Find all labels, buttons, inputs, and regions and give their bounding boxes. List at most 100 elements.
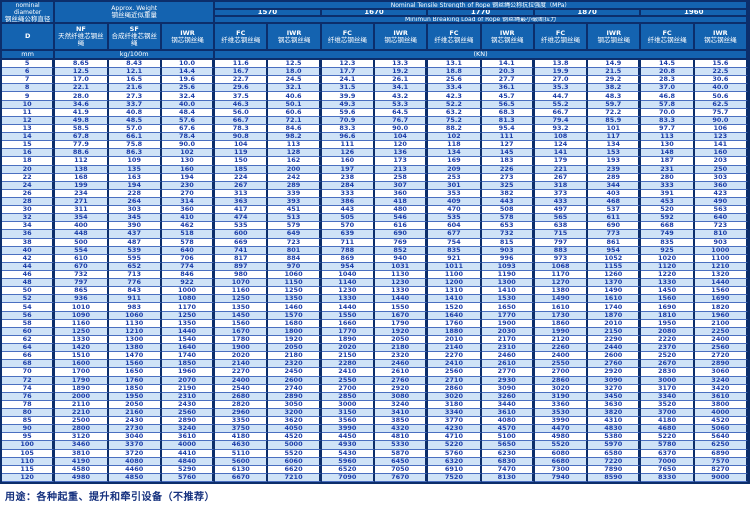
table-cell: 32.1	[268, 84, 322, 93]
table-cell: 70.0	[641, 108, 695, 117]
nf-zh: 天然纤维芯钢丝绳	[58, 32, 104, 47]
table-cell: 2770	[481, 368, 535, 377]
table-cell: 130	[641, 141, 695, 150]
diameter-cell: 100	[2, 441, 56, 450]
table-cell: 5870	[374, 449, 429, 458]
table-cell: 93.2	[534, 124, 589, 134]
table-cell: 2760	[588, 360, 642, 369]
table-cell: 354	[55, 214, 109, 223]
table-cell: 2020	[321, 344, 375, 353]
table-cell: 670	[55, 262, 109, 271]
table-cell: 1560	[694, 287, 748, 296]
table-cell: 3090	[588, 376, 642, 385]
table-cell: 754	[428, 238, 482, 247]
table-cell: 487	[108, 238, 162, 247]
table-cell: 4230	[428, 425, 482, 434]
table-cell: 852	[374, 246, 429, 255]
table-cell: 1000	[161, 287, 216, 296]
iwr-weight-code: IWR	[180, 28, 195, 37]
table-cell: 2730	[108, 425, 162, 434]
table-cell: 5380	[588, 433, 642, 442]
table-cell: 7670	[374, 473, 429, 482]
table-cell: 911	[108, 295, 162, 304]
table-cell: 570	[321, 222, 375, 231]
table-cell: 75.7	[694, 108, 748, 117]
table-cell: 6670	[215, 473, 269, 482]
table-cell: 1300	[108, 335, 162, 345]
table-cell: 33.7	[108, 100, 162, 109]
diameter-cell: 32	[2, 214, 56, 223]
table-cell: 360	[374, 189, 429, 198]
table-cell: 1410	[428, 295, 482, 304]
table-cell: 78.4	[161, 133, 216, 142]
table-cell: 1010	[55, 303, 109, 312]
table-cell: 769	[374, 238, 429, 247]
table-cell: 49.3	[321, 100, 375, 109]
table-cell: 3000	[321, 400, 375, 409]
table-cell: 101	[588, 124, 642, 134]
table-cell: 111	[321, 141, 375, 150]
table-cell: 8330	[641, 473, 695, 482]
table-cell: 595	[108, 254, 162, 263]
col-header-fc-1870: FC 纤维芯钢丝绳	[534, 24, 589, 51]
table-cell: 669	[215, 238, 269, 247]
diameter-cell: 54	[2, 303, 56, 312]
table-cell: 4050	[268, 425, 322, 434]
table-cell: 2320	[374, 352, 429, 361]
table-cell: 4520	[694, 417, 748, 426]
table-cell: 980	[215, 271, 269, 280]
iwr-weight-zh: 钢芯钢丝绳	[171, 35, 204, 44]
table-cell: 10.0	[161, 60, 216, 69]
table-cell: 228	[108, 189, 162, 198]
table-cell: 78.3	[215, 124, 269, 134]
table-cell: 38.2	[588, 84, 642, 93]
table-cell: 179	[534, 157, 589, 166]
table-cell: 3040	[108, 433, 162, 442]
table-cell: 732	[481, 230, 535, 239]
table-cell: 12.5	[55, 68, 109, 77]
table-cell: 817	[215, 254, 269, 263]
table-cell: 2180	[374, 344, 429, 353]
table-cell: 1370	[588, 279, 642, 288]
table-cell: 7220	[588, 457, 642, 466]
table-cell: 8130	[481, 473, 535, 482]
table-cell: 318	[534, 181, 589, 190]
table-cell: 535	[428, 214, 482, 223]
table-cell: 970	[268, 262, 322, 271]
table-cell: 1070	[215, 279, 269, 288]
table-cell: 1670	[374, 311, 429, 320]
table-cell: 7940	[534, 473, 589, 482]
table-cell: 4840	[161, 457, 216, 466]
table-cell: 12.1	[108, 68, 162, 77]
table-cell: 490	[694, 197, 748, 207]
table-cell: 13.3	[374, 60, 429, 69]
table-cell: 3340	[641, 392, 695, 401]
d-label: D	[24, 32, 31, 40]
diameter-cell: 64	[2, 344, 56, 353]
table-cell: 1650	[481, 303, 535, 312]
table-cell: 1380	[108, 344, 162, 353]
diameter-cell: 44	[2, 262, 56, 271]
diameter-cell: 105	[2, 449, 56, 458]
table-cell: 2150	[588, 327, 642, 336]
table-cell: 3180	[428, 400, 482, 409]
table-cell: 1350	[161, 319, 216, 328]
table-cell: 4180	[215, 433, 269, 442]
table-cell: 44.7	[534, 92, 589, 101]
table-cell: 638	[534, 222, 589, 231]
table-cell: 391	[641, 189, 695, 198]
table-cell: 1470	[108, 352, 162, 361]
table-cell: 150	[215, 157, 269, 166]
fc-code: FC	[662, 28, 672, 37]
table-cell: 1350	[268, 295, 322, 304]
table-cell: 579	[268, 222, 322, 231]
table-cell: 28.3	[641, 76, 695, 85]
table-cell: 400	[55, 222, 109, 231]
table-cell: 4410	[161, 449, 216, 458]
diameter-cell: 80	[2, 408, 56, 418]
table-cell: 2720	[694, 352, 748, 361]
table-cell: 3350	[215, 417, 269, 426]
table-cell: 36.1	[481, 84, 535, 93]
table-cell: 1140	[321, 279, 375, 288]
table-cell: 1031	[374, 262, 429, 271]
